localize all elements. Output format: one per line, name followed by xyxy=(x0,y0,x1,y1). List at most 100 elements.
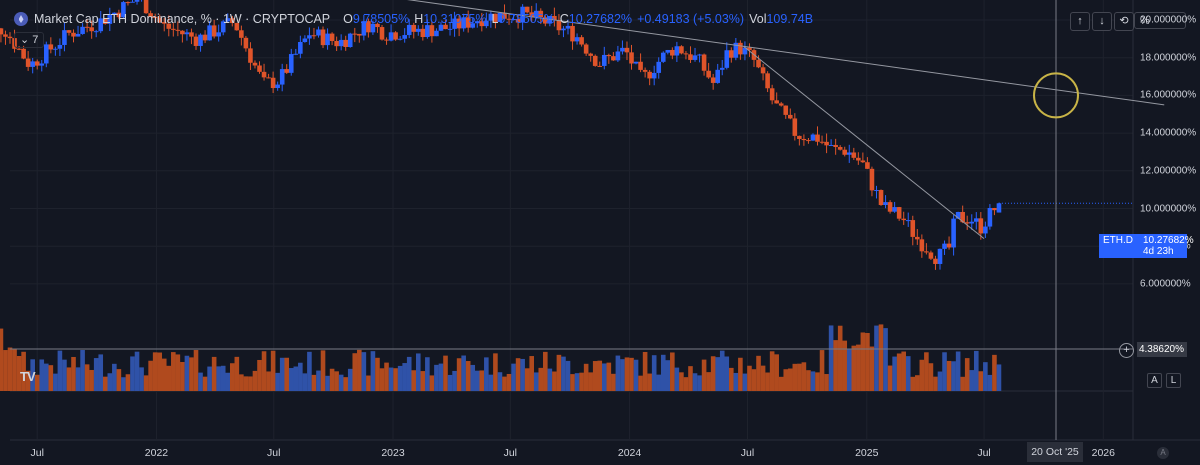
candle-body xyxy=(425,25,430,38)
scroll-down-button[interactable]: ↓ xyxy=(1092,12,1112,31)
volume-bar xyxy=(102,376,108,391)
volume-bar xyxy=(302,373,308,391)
candle-body xyxy=(683,53,689,55)
scale-unit-box[interactable]: % xyxy=(1134,12,1186,29)
candle-body xyxy=(66,30,72,33)
candle-body xyxy=(520,6,525,23)
volume-bar xyxy=(543,351,548,391)
volume-bar xyxy=(865,333,870,391)
volume-bar xyxy=(12,348,17,391)
x-tick-label: Jul xyxy=(267,447,281,459)
candle-body xyxy=(801,138,807,141)
x-tick-label: 2024 xyxy=(617,447,642,459)
candle-body xyxy=(116,12,122,18)
candle-body xyxy=(171,28,176,30)
candle-body xyxy=(261,71,267,78)
candle-body xyxy=(583,44,589,54)
candle-body xyxy=(357,33,362,36)
volume-bar xyxy=(361,352,367,391)
volume-value: 109.74B xyxy=(766,12,814,26)
volume-bar xyxy=(284,357,290,391)
symbol-legend: Market Cap ETH Dominance, % · 1W · CRYPT… xyxy=(14,12,813,26)
symbol-title[interactable]: Market Cap ETH Dominance, % · 1W · CRYPT… xyxy=(34,12,331,26)
volume-bar xyxy=(969,370,975,391)
low-value: 9.78505% xyxy=(498,12,555,26)
close-label: C xyxy=(559,12,569,26)
volume-bar xyxy=(955,351,961,391)
candle-body xyxy=(198,34,203,46)
x-tick-label: 2026 xyxy=(1091,447,1115,459)
candle-body xyxy=(62,30,67,45)
volume-bar xyxy=(93,358,99,391)
volume-bar xyxy=(810,371,816,391)
scroll-up-button[interactable]: ↑ xyxy=(1070,12,1090,31)
candle-body xyxy=(148,13,153,17)
crosshair-date-tag: 20 Oct '25 xyxy=(1027,442,1083,462)
volume-bar xyxy=(275,372,280,391)
candle-body xyxy=(361,21,367,36)
candle-body xyxy=(334,40,339,47)
volume-bar xyxy=(919,359,925,391)
close-value: 10.27682% xyxy=(568,12,633,26)
indicators-collapse-button[interactable]: ⌄ 7 xyxy=(14,32,45,48)
candle-body xyxy=(225,18,231,22)
candle-body xyxy=(924,251,929,253)
trendline xyxy=(743,45,985,240)
volume-bar xyxy=(797,363,802,391)
volume-bar xyxy=(225,372,231,391)
candle-body xyxy=(166,23,172,29)
candle-body xyxy=(143,0,149,14)
volume-bar xyxy=(243,376,249,391)
volume-bar xyxy=(107,373,113,391)
candle-body xyxy=(216,32,221,37)
candle-body xyxy=(415,28,421,32)
candle-body xyxy=(248,48,253,63)
candle-body xyxy=(792,118,798,136)
replay-icon[interactable]: ⟲ xyxy=(1114,12,1134,31)
volume-bar xyxy=(347,368,353,391)
volume-bar xyxy=(474,370,480,391)
volume-bar xyxy=(733,372,739,391)
log-scale-button[interactable]: L xyxy=(1166,373,1181,388)
candle-body xyxy=(651,72,657,79)
candle-body xyxy=(189,32,194,37)
candle-body xyxy=(565,25,571,29)
volume-bar xyxy=(62,359,67,391)
corner-a-icon[interactable]: A xyxy=(1157,447,1169,459)
volume-bar xyxy=(175,354,181,391)
y-tick-label: 20.000000% xyxy=(1140,14,1197,26)
candle-body xyxy=(130,1,135,3)
candle-body xyxy=(316,29,321,36)
candle-body xyxy=(21,48,26,59)
candle-body xyxy=(25,58,31,67)
volume-bar xyxy=(252,370,258,391)
volume-bar xyxy=(184,355,190,391)
volume-bar xyxy=(84,364,90,391)
volume-bar xyxy=(375,357,380,391)
volume-bar xyxy=(112,363,117,391)
candle-body xyxy=(561,28,566,31)
candle-body xyxy=(53,48,58,50)
last-price-tag: ETH.D 10.27682% 4d 23h xyxy=(1099,234,1194,258)
volume-bar xyxy=(774,354,779,391)
add-plus-icon[interactable]: + xyxy=(1119,343,1134,358)
volume-bar xyxy=(756,355,761,391)
volume-bar xyxy=(89,369,94,391)
volume-bar xyxy=(538,367,544,391)
volume-bar xyxy=(80,350,85,391)
candle-body xyxy=(3,34,8,37)
volume-bar xyxy=(352,353,358,391)
volume-bar xyxy=(279,357,285,391)
candle-body xyxy=(71,32,76,37)
auto-scale-button[interactable]: A xyxy=(1147,373,1162,388)
volume-bar xyxy=(406,356,412,391)
candle-body xyxy=(338,39,344,47)
open-label: O xyxy=(343,12,353,26)
volume-bar xyxy=(411,370,417,391)
volume-bar xyxy=(729,367,734,391)
volume-bar xyxy=(701,359,707,391)
y-tick-label: 10.000000% xyxy=(1140,203,1197,214)
candle-body xyxy=(275,84,280,89)
volume-bar xyxy=(592,361,598,391)
